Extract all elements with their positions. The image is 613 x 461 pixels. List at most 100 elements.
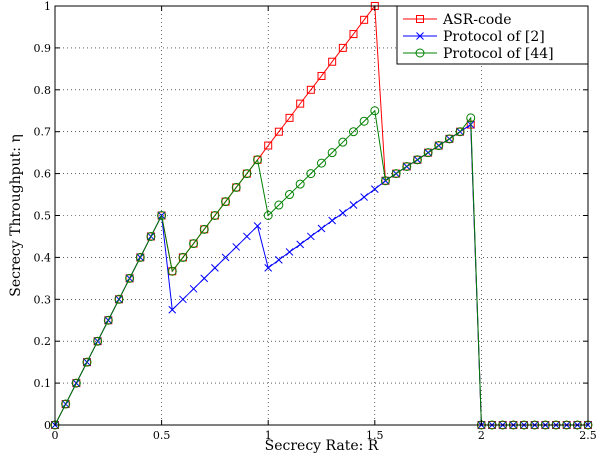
series-line: [54, 4, 588, 426]
y-tick-label: 0.9: [34, 42, 52, 55]
data-point: [221, 253, 230, 262]
data-point: [189, 239, 199, 249]
plot-frame: [54, 5, 589, 426]
data-point: [211, 264, 219, 272]
data-point: [360, 193, 368, 201]
data-point: [444, 134, 454, 144]
data-point: [416, 15, 424, 23]
data-point: [232, 243, 241, 251]
data-point: [328, 216, 337, 225]
data-point: [221, 197, 231, 207]
legend-entry: ASR-code: [403, 12, 512, 28]
x-tick-label: 2.5: [579, 429, 597, 442]
data-point: [296, 240, 305, 249]
data-point: [317, 224, 326, 233]
data-point: [167, 266, 177, 276]
legend-box: [396, 5, 589, 65]
data-point: [306, 169, 316, 179]
data-point: [179, 295, 187, 304]
data-point: [296, 99, 305, 108]
y-tick-label: 0.5: [34, 210, 52, 223]
data-point: [285, 113, 294, 122]
data-point: [125, 273, 135, 283]
data-point: [391, 169, 401, 179]
axis-ticks: 0 0.5 1 1.5 2 2.5 0 0.1 0.2 0.3 0.4 0.5 0.6 0.7 0.8 0.9…: [34, 0, 597, 442]
data-point: [285, 248, 294, 256]
data-point: [210, 211, 220, 220]
data-point: [135, 252, 145, 262]
data-point: [231, 182, 241, 192]
legend-entry: Protocol of [2]: [403, 29, 545, 45]
x-tick-label: 2: [478, 429, 485, 442]
data-point: [71, 378, 81, 388]
y-tick-label: 0.4: [34, 251, 52, 264]
data-point: [317, 158, 326, 168]
data-point: [466, 113, 476, 123]
data-point: [359, 116, 369, 126]
data-point: [327, 148, 337, 158]
data-point: [242, 169, 252, 179]
y-axis-label: Secrecy Throughput: η: [8, 134, 24, 297]
legend-entry: Protocol of [44]: [403, 46, 554, 62]
data-point: [285, 190, 295, 200]
legend-label: Protocol of [2]: [443, 29, 545, 45]
y-tick-label: 0.1: [34, 377, 52, 390]
data-point: [178, 252, 188, 262]
data-point: [370, 185, 379, 193]
data-point: [416, 32, 424, 40]
data-point: [338, 209, 347, 217]
data-point: [348, 127, 358, 137]
y-tick-label: 1: [44, 0, 51, 13]
x-axis-label: Secrecy Rate: R: [265, 438, 379, 454]
data-point: [317, 71, 326, 80]
legend-label: ASR-code: [442, 12, 512, 28]
series-line: [54, 123, 588, 426]
data-point: [295, 179, 305, 189]
y-tick-label: 0: [44, 419, 51, 432]
data-point: [168, 305, 177, 314]
data-point: [200, 274, 209, 283]
x-tick-label: 0: [52, 429, 59, 442]
series-3: [50, 106, 593, 430]
data-point: [455, 127, 465, 137]
data-point: [415, 48, 425, 58]
data-point: [274, 200, 284, 210]
series-layer: [50, 2, 593, 430]
x-tick-label: 0.5: [153, 429, 171, 442]
data-point: [264, 141, 273, 150]
data-point: [306, 85, 315, 94]
data-point: [157, 211, 167, 220]
data-point: [434, 141, 444, 151]
data-point: [274, 127, 283, 136]
y-tick-label: 0.7: [34, 126, 52, 139]
data-point: [264, 264, 273, 272]
data-point: [61, 399, 71, 409]
data-point: [263, 211, 273, 220]
data-point: [103, 315, 113, 325]
data-point: [114, 294, 124, 304]
data-point: [275, 256, 283, 264]
data-point: [82, 357, 92, 367]
data-point: [338, 43, 347, 52]
y-tick-label: 0.3: [34, 293, 52, 306]
data-point: [402, 161, 412, 171]
data-point: [253, 155, 263, 165]
data-point: [349, 30, 358, 39]
data-point: [328, 57, 337, 66]
data-point: [146, 231, 156, 241]
data-point: [306, 232, 315, 241]
data-point: [423, 148, 433, 158]
data-point: [243, 232, 251, 241]
data-point: [349, 201, 358, 209]
y-tick-label: 0.6: [34, 168, 52, 181]
data-point: [412, 155, 422, 165]
grid-lines: [55, 6, 588, 425]
legend-label: Protocol of [44]: [443, 46, 554, 62]
data-point: [370, 106, 380, 116]
data-point: [253, 222, 262, 230]
x-tick-label: 1: [265, 429, 272, 442]
data-point: [380, 176, 390, 186]
series-1: [51, 2, 592, 429]
data-point: [189, 284, 198, 293]
data-point: [199, 224, 209, 234]
